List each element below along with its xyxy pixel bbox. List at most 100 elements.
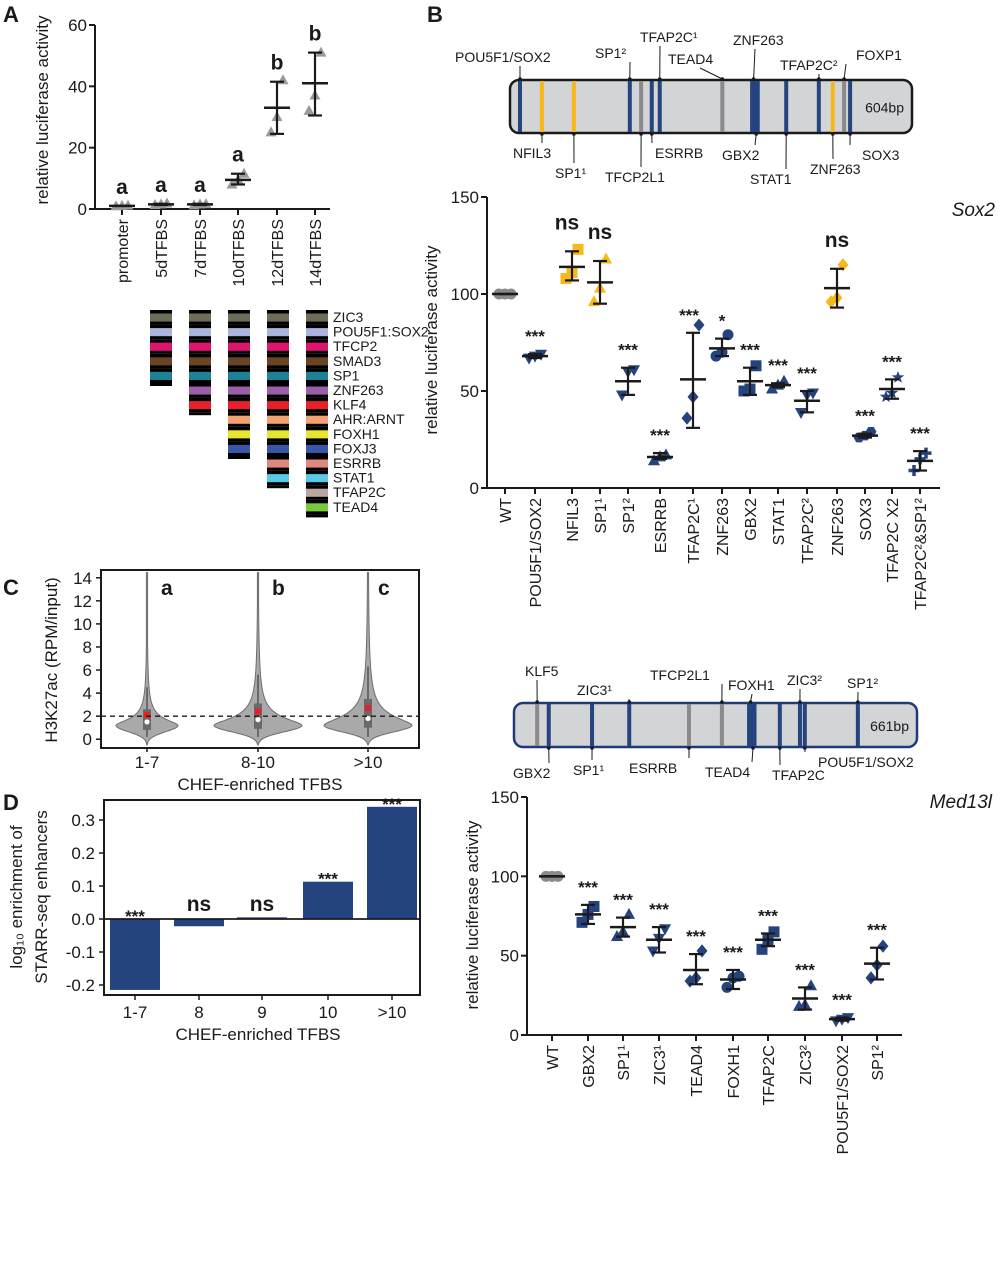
tfbs-block xyxy=(267,415,289,424)
median-point xyxy=(144,719,150,725)
axes xyxy=(486,197,940,489)
tfbs-block xyxy=(150,328,172,337)
error-bar xyxy=(264,80,290,135)
chart-title: Med13l xyxy=(930,792,993,813)
y-tick-label: 50 xyxy=(500,947,519,966)
arrow-head xyxy=(720,700,724,704)
tfbs-site xyxy=(719,704,724,746)
x-tick-label: SP1² xyxy=(621,497,638,533)
significance-letter: a xyxy=(155,174,167,197)
data-point xyxy=(588,900,600,912)
x-tick-label: FOXH1 xyxy=(726,1045,743,1098)
tfbs-block xyxy=(228,342,250,351)
tfbs-block xyxy=(150,313,172,322)
enhancer-element xyxy=(508,78,914,135)
x-tick-label: GBX2 xyxy=(581,1045,598,1088)
x-tick-label: >10 xyxy=(354,753,383,772)
x-tick-label: WT xyxy=(498,498,515,523)
tfbs-block xyxy=(306,357,328,366)
x-tick-label: SP1¹ xyxy=(616,1045,633,1081)
y-tick-label: 0.1 xyxy=(71,877,95,896)
enhancer-element xyxy=(512,701,919,749)
x-tick-label: ZIC3² xyxy=(798,1044,815,1085)
site-label: FOXP1 xyxy=(856,47,902,63)
x-tick-label: 1-7 xyxy=(123,1003,148,1022)
error-bar xyxy=(575,903,601,926)
tfbs-block xyxy=(228,401,250,410)
site-label: TFAP2C² xyxy=(780,57,838,73)
y-tick-label: 0.3 xyxy=(71,811,95,830)
tfbs-column xyxy=(228,310,250,459)
med13l-map xyxy=(512,679,919,766)
tfbs-block xyxy=(189,386,211,395)
significance-label: *** xyxy=(525,327,545,346)
arrow-head xyxy=(856,700,860,704)
tfbs-block xyxy=(267,357,289,366)
data-point xyxy=(696,944,708,958)
tfbs-block xyxy=(228,313,250,322)
site-label: TFAP2C¹ xyxy=(640,29,698,45)
x-tick-label: 12dTFBS xyxy=(270,219,287,287)
mean-point xyxy=(255,708,261,715)
x-tick-label: ZNF263 xyxy=(715,498,732,556)
significance-label: *** xyxy=(910,424,930,443)
tfbs-site xyxy=(830,81,835,132)
tfbs-site xyxy=(539,81,544,132)
arrow-head xyxy=(817,77,821,81)
tfbs-separator xyxy=(228,456,250,459)
arrow-head xyxy=(830,132,835,136)
arrow-head xyxy=(751,77,756,81)
y-axis-label: H3K27ac (RPM/input) xyxy=(42,577,61,742)
significance-label: ns xyxy=(250,893,275,916)
tfbs-block xyxy=(267,474,289,483)
tfbs-separator xyxy=(267,485,289,489)
tfbs-site xyxy=(627,81,632,132)
site-label: TEAD4 xyxy=(668,51,713,67)
significance-label: *** xyxy=(855,407,875,426)
y-tick-label: 0 xyxy=(83,730,92,749)
error-bar xyxy=(720,968,746,991)
site-pointer xyxy=(754,133,757,146)
x-tick-label: TFAP2C² xyxy=(800,497,817,563)
chart-title: Sox2 xyxy=(952,200,996,221)
tfbs-column xyxy=(189,310,211,416)
tfbs-site xyxy=(590,704,595,746)
x-tick-label: 14dTFBS xyxy=(308,219,325,287)
data-point xyxy=(879,390,893,403)
y-tick-label: -0.2 xyxy=(66,976,95,995)
median-point xyxy=(255,717,261,723)
arrow-head xyxy=(848,132,852,136)
tfbs-legend-label: SP1 xyxy=(333,367,360,383)
tfbs-site xyxy=(842,81,847,132)
tfbs-site xyxy=(797,704,802,746)
tfbs-block xyxy=(189,328,211,337)
data-point xyxy=(837,258,849,272)
bar xyxy=(367,806,417,919)
y-tick-label: 0 xyxy=(78,200,87,219)
arrow-head xyxy=(649,132,654,136)
y-tick-label: 6 xyxy=(83,661,92,680)
error-bar xyxy=(792,986,818,1011)
tfbs-block xyxy=(189,313,211,322)
significance-letter: b xyxy=(271,52,284,75)
tfbs-block xyxy=(306,474,328,483)
y-tick-label: 12 xyxy=(73,592,92,611)
x-tick-label: 1-7 xyxy=(135,753,160,772)
x-tick-label: TFAP2C X2 xyxy=(885,498,902,583)
tfbs-legend-label: TFCP2 xyxy=(333,338,378,354)
tfbs-legend-label: ZNF263 xyxy=(333,382,384,398)
tfbs-composition xyxy=(150,310,328,518)
violin xyxy=(323,572,413,747)
site-label: TFCP2L1 xyxy=(605,169,665,185)
x-tick-label: 10dTFBS xyxy=(231,219,248,287)
tfbs-block xyxy=(267,342,289,351)
x-tick-label: 5dTFBS xyxy=(154,219,171,278)
x-tick-label: GBX2 xyxy=(743,498,760,541)
tfbs-block xyxy=(267,401,289,410)
significance-label: *** xyxy=(125,907,145,926)
x-tick-label: WT xyxy=(545,1045,562,1070)
data-point xyxy=(804,979,818,991)
y-axis-label: relative luciferase activity xyxy=(463,820,482,1009)
site-pointer xyxy=(751,747,754,763)
tfbs-block xyxy=(306,313,328,322)
